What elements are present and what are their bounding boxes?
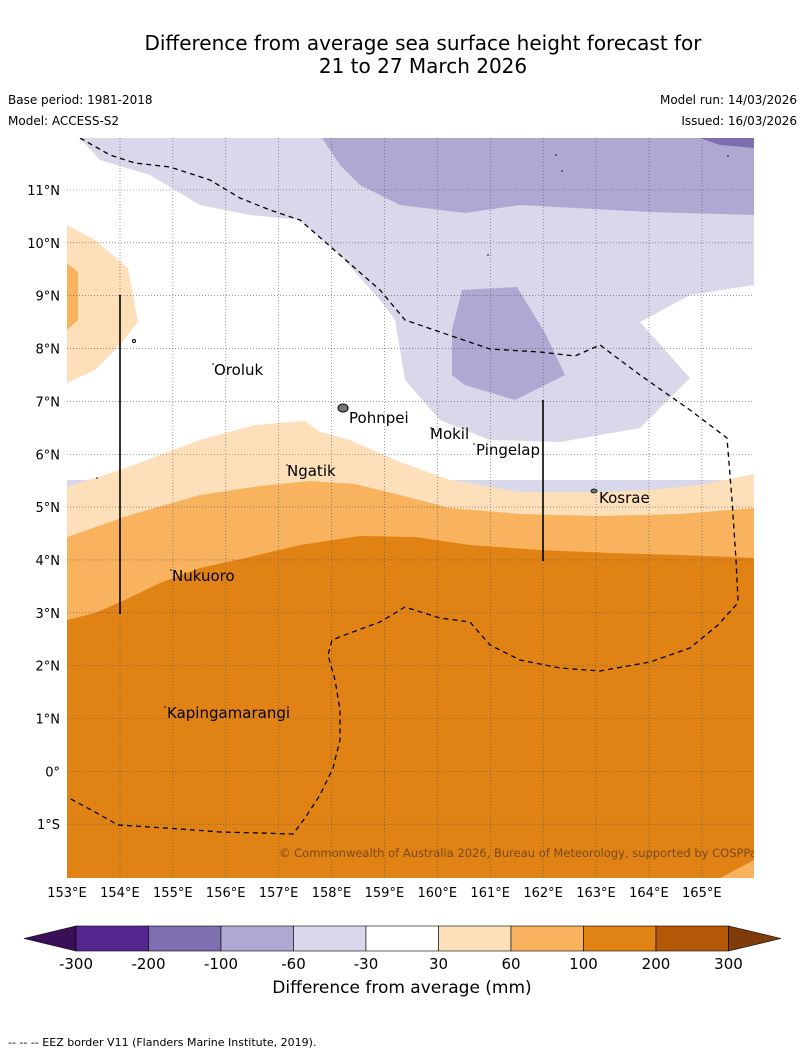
lat-label: 3°N — [36, 607, 61, 622]
base-period: Base period: 1981-2018 — [8, 93, 153, 107]
lat-label: 10°N — [27, 237, 60, 252]
copyright: © Commonwealth of Australia 2026, Bureau… — [279, 846, 763, 860]
boundary-lines — [119, 295, 544, 614]
lon-label: 155°E — [153, 886, 193, 901]
place-oroluk: Oroluk — [214, 361, 263, 379]
place-kapingamarangi: Kapingamarangi — [167, 704, 290, 722]
colorbar-tick-label: 300 — [714, 955, 743, 973]
lat-label: 2°N — [36, 660, 61, 675]
colorbar-arrow-high — [728, 925, 782, 952]
colorbar-tick-label: -60 — [281, 955, 306, 973]
colorbar-tick-label: -300 — [58, 955, 94, 973]
place-pingelap: Pingelap — [476, 441, 540, 459]
eez-border — [67, 138, 739, 835]
lat-label: 1°S — [37, 818, 60, 833]
lon-label: 164°E — [629, 886, 669, 901]
lon-label: 158°E — [312, 886, 352, 901]
model-name: Model: ACCESS-S2 — [8, 114, 120, 128]
place-mokil: Mokil — [430, 425, 469, 443]
place-pohnpei: Pohnpei — [349, 409, 409, 427]
lat-label: 1°N — [36, 713, 61, 728]
colorbar-segment — [220, 925, 294, 952]
colorbar-arrow-low — [23, 925, 77, 952]
lon-label: 159°E — [365, 886, 405, 901]
kosrae-island — [590, 488, 598, 494]
region-100-200 — [67, 536, 754, 878]
region-60-100-corner — [720, 860, 754, 878]
issued-date: Issued: 16/03/2026 — [681, 114, 797, 128]
region-60-100-west — [67, 263, 78, 330]
colorbar-tick-label: -100 — [203, 955, 239, 973]
colorbar-segment — [365, 925, 439, 952]
region-minus200-minus100-corner — [700, 138, 754, 148]
lat-label: 4°N — [36, 554, 61, 569]
lat-label: 5°N — [36, 501, 61, 516]
region-minus100-minus60-small — [452, 287, 565, 400]
place-ngatik: Ngatik — [287, 462, 336, 480]
lat-label: 8°N — [36, 343, 61, 358]
lon-label: 163°E — [576, 886, 616, 901]
lat-label: 0° — [45, 765, 60, 780]
lon-label: 165°E — [682, 886, 722, 901]
colorbar-tick-label: 100 — [569, 955, 598, 973]
colorbar — [23, 925, 782, 952]
lat-label: 7°N — [36, 395, 61, 410]
colorbar-segment — [75, 925, 149, 952]
islands — [96, 154, 729, 708]
colorbar-segment — [293, 925, 367, 952]
title-line-2: 21 to 27 March 2026 — [318, 54, 528, 78]
colorbar-segment — [583, 925, 657, 952]
lon-label: 161°E — [470, 886, 510, 901]
colorbar-tick-label: -30 — [353, 955, 379, 973]
title-line-1: Difference from average sea surface heig… — [144, 31, 702, 55]
colorbar-segment — [510, 925, 584, 952]
lon-label: 156°E — [206, 886, 246, 901]
colorbar-segment — [148, 925, 222, 952]
lon-label: 157°E — [259, 886, 299, 901]
latitude-labels: 11°N 10°N 9°N 8°N 7°N 6°N 5°N 4°N 3°N 2°N 1°N 0° 1°S — [27, 184, 60, 833]
lat-label: 6°N — [36, 448, 61, 463]
colorbar-tick-label: 200 — [641, 955, 671, 973]
lat-label: 9°N — [36, 290, 61, 305]
lon-label: 160°E — [418, 886, 458, 901]
colorbar-segment — [655, 925, 729, 952]
longitude-labels: 153°E 154°E 155°E 156°E 157°E 158°E 159°E 160°E… — [47, 886, 721, 901]
lat-label: 11°N — [27, 184, 60, 199]
eez-footnote: -- -- -- EEZ border V11 (Flanders Marine… — [8, 1036, 317, 1049]
colorbar-tick-label: 60 — [501, 955, 521, 973]
colorbar-tick-label: -200 — [131, 955, 166, 973]
pohnpei-island — [337, 403, 349, 413]
colorbar-tick-label: 30 — [428, 955, 449, 973]
lon-label: 154°E — [100, 886, 140, 901]
model-run: Model run: 14/03/2026 — [659, 93, 797, 107]
graticule — [67, 138, 754, 878]
lon-label: 162°E — [523, 886, 563, 901]
region-minus100-minus60-north — [322, 138, 754, 215]
place-kosrae: Kosrae — [599, 489, 650, 507]
lon-label: 153°E — [47, 886, 87, 901]
region-neutral — [67, 138, 754, 480]
colorbar-title: Difference from average (mm) — [272, 978, 532, 998]
colorbar-segment — [438, 925, 512, 952]
place-nukuoro: Nukuoro — [172, 567, 235, 585]
chart-title: Difference from average sea surface heig… — [0, 32, 804, 78]
